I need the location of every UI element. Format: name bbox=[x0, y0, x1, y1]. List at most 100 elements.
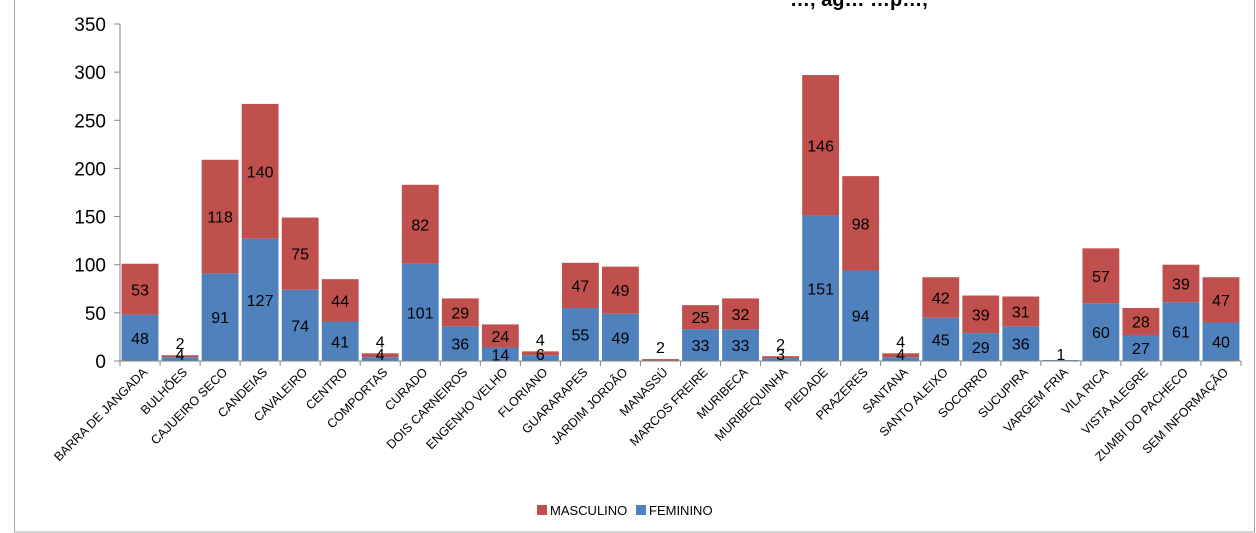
value-label-masculino: 2 bbox=[776, 337, 785, 354]
value-label-masculino: 39 bbox=[972, 307, 990, 324]
bar-feminino bbox=[481, 347, 519, 361]
bar-masculino bbox=[1082, 248, 1120, 304]
value-label-masculino: 2 bbox=[176, 336, 185, 353]
bar-feminino bbox=[561, 308, 599, 361]
value-label-feminino: 4 bbox=[176, 347, 185, 364]
value-label-feminino: 127 bbox=[247, 293, 274, 310]
bar-feminino bbox=[321, 321, 359, 361]
chart-border bbox=[14, 0, 1255, 533]
bar-masculino bbox=[602, 266, 639, 314]
legend-label-masculino: MASCULINO bbox=[550, 503, 627, 518]
value-label-feminino: 27 bbox=[1132, 341, 1150, 358]
value-label-masculino: 82 bbox=[411, 217, 429, 234]
value-label-masculino: 25 bbox=[692, 310, 710, 327]
bar-masculino bbox=[481, 324, 519, 348]
value-label-feminino: 55 bbox=[572, 328, 590, 345]
legend-swatch-masculino bbox=[537, 505, 547, 515]
value-label-feminino: 1 bbox=[1056, 347, 1065, 364]
value-label-masculino: 53 bbox=[131, 282, 149, 299]
value-label-feminino: 45 bbox=[932, 332, 950, 349]
y-tick-label: 200 bbox=[74, 159, 106, 180]
bar-feminino bbox=[842, 270, 880, 361]
bar-feminino bbox=[161, 357, 199, 361]
bar-feminino bbox=[882, 357, 920, 361]
y-tick-label: 300 bbox=[74, 63, 106, 84]
value-label-masculino: 57 bbox=[1092, 269, 1110, 286]
value-label-masculino: 28 bbox=[1132, 315, 1150, 332]
bar-feminino bbox=[722, 329, 759, 361]
bar-feminino bbox=[922, 317, 960, 361]
bar-feminino bbox=[602, 313, 639, 361]
bar-masculino bbox=[722, 298, 759, 330]
value-label-masculino: 98 bbox=[852, 216, 870, 233]
value-label-masculino: 47 bbox=[572, 278, 590, 295]
y-axis: 0 50 100 150 200 250 300 350 bbox=[74, 15, 121, 373]
bar-feminino bbox=[1162, 302, 1200, 361]
bar-feminino bbox=[1002, 326, 1040, 361]
chart-title: …, ag… …p…, bbox=[790, 0, 928, 11]
value-label-feminino: 61 bbox=[1172, 325, 1190, 342]
value-label-feminino: 36 bbox=[451, 337, 469, 354]
x-tick-label: SANTO ALEIXO bbox=[877, 365, 951, 439]
value-label-masculino: 75 bbox=[291, 247, 309, 264]
bar-masculino bbox=[241, 103, 279, 239]
bar-feminino bbox=[401, 263, 439, 361]
bar-feminino bbox=[1122, 335, 1160, 361]
y-tick-label: 50 bbox=[85, 304, 106, 325]
y-tick-label: 250 bbox=[74, 111, 106, 132]
value-label-feminino: 94 bbox=[852, 309, 870, 326]
value-label-feminino: 4 bbox=[376, 347, 385, 364]
bar-masculino bbox=[1202, 277, 1240, 323]
bar-masculino bbox=[361, 353, 399, 358]
value-label-masculino: 42 bbox=[932, 290, 950, 307]
value-label-feminino: 29 bbox=[972, 340, 990, 357]
y-tick-label: 100 bbox=[74, 256, 106, 277]
bar-masculino bbox=[401, 184, 439, 264]
value-labels: 4853429111812714074754144441018236291424… bbox=[131, 138, 1230, 364]
value-label-masculino: 47 bbox=[1212, 293, 1230, 310]
value-label-masculino: 2 bbox=[656, 340, 665, 357]
bar-masculino bbox=[882, 353, 920, 358]
value-label-feminino: 4 bbox=[896, 347, 905, 364]
value-label-feminino: 60 bbox=[1092, 325, 1110, 342]
value-label-masculino: 4 bbox=[376, 334, 385, 351]
legend-swatch-feminino bbox=[636, 505, 646, 515]
bar-masculino bbox=[201, 159, 239, 274]
value-label-masculino: 140 bbox=[247, 164, 274, 181]
value-label-masculino: 4 bbox=[536, 332, 545, 349]
bar-feminino bbox=[762, 358, 800, 361]
bar-masculino bbox=[922, 277, 960, 318]
value-label-masculino: 24 bbox=[491, 329, 509, 346]
bar-masculino bbox=[1162, 264, 1200, 303]
bar-masculino bbox=[682, 305, 719, 330]
value-label-feminino: 3 bbox=[776, 347, 785, 364]
value-label-feminino: 101 bbox=[407, 305, 434, 322]
value-label-feminino: 48 bbox=[131, 331, 149, 348]
value-label-feminino: 151 bbox=[807, 281, 834, 298]
bar-masculino bbox=[441, 298, 479, 327]
x-tick-label: BARRA DE JANGADA bbox=[51, 365, 150, 464]
y-tick-label: 350 bbox=[74, 15, 106, 36]
bar-masculino bbox=[802, 75, 840, 216]
value-label-feminino: 36 bbox=[1012, 337, 1030, 354]
bar-masculino bbox=[1002, 296, 1040, 327]
bar-feminino bbox=[281, 289, 319, 361]
value-label-feminino: 6 bbox=[536, 347, 545, 364]
value-label-feminino: 49 bbox=[612, 330, 630, 347]
bar-feminino bbox=[962, 333, 1000, 361]
bar-masculino bbox=[521, 351, 559, 356]
bars bbox=[121, 75, 1240, 361]
bar-masculino bbox=[121, 263, 159, 315]
value-label-feminino: 40 bbox=[1212, 335, 1230, 352]
bar-feminino bbox=[1082, 303, 1120, 361]
value-label-masculino: 39 bbox=[1172, 276, 1190, 293]
bar-feminino bbox=[682, 329, 719, 361]
value-label-masculino: 49 bbox=[612, 283, 630, 300]
bar-feminino bbox=[361, 357, 399, 361]
value-label-masculino: 44 bbox=[331, 293, 349, 310]
value-label-feminino: 33 bbox=[732, 338, 750, 355]
legend-label-feminino: FEMININO bbox=[649, 503, 713, 518]
